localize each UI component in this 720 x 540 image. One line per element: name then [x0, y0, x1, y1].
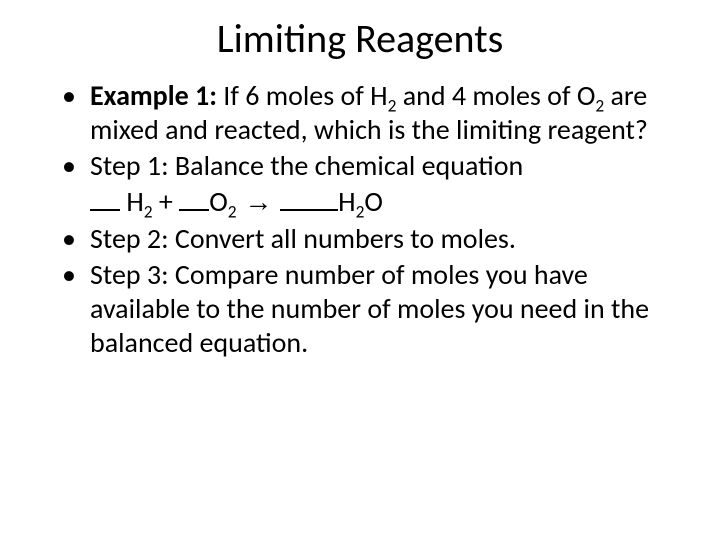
example-label: Example 1: — [90, 78, 217, 113]
blank-coefficient — [90, 186, 120, 211]
equation-line: H2 + O2 → H2O — [30, 185, 690, 219]
bullet-step-3: Step 3: Compare number of moles you have… — [30, 258, 690, 360]
arrow-icon: → — [237, 186, 281, 217]
slide: Limiting Reagents Example 1: If 6 moles … — [0, 0, 720, 540]
bullet-example-1: Example 1: If 6 moles of H2 and 4 moles … — [30, 79, 690, 147]
text-span: H — [338, 184, 355, 219]
subscript: 2 — [228, 201, 237, 223]
text-span: H — [120, 184, 144, 219]
text-span: If 6 moles of H — [217, 78, 388, 113]
bullet-step-2: Step 2: Convert all numbers to moles. — [30, 222, 690, 256]
page-title: Limiting Reagents — [30, 14, 690, 63]
subscript: 2 — [144, 201, 153, 223]
bullet-step-1: Step 1: Balance the chemical equation — [30, 149, 690, 183]
text-span: + — [153, 184, 180, 219]
blank-coefficient — [280, 186, 338, 211]
bullet-list: Example 1: If 6 moles of H 2 and 4 moles … — [30, 79, 690, 360]
text-span: O — [364, 184, 383, 219]
text-span: O — [209, 184, 228, 219]
text-span: and 4 moles of O — [396, 78, 595, 113]
blank-coefficient — [179, 186, 209, 211]
